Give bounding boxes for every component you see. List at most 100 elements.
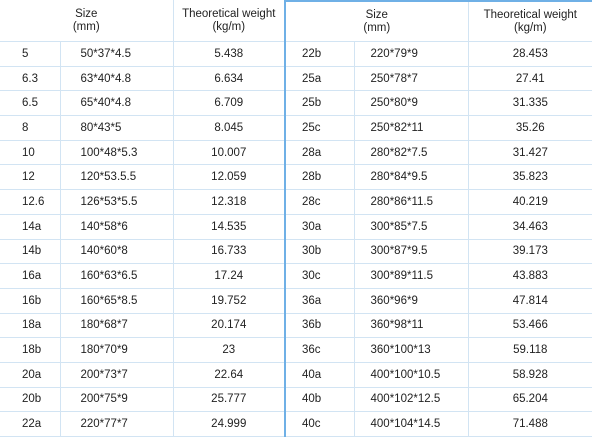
size-cell: 160*65*8.5 [60,288,174,314]
model-cell: 18b [0,337,61,363]
table-row: 18b 180*70*9 23 [0,337,286,363]
weight-cell: 25.777 [173,387,286,413]
size-cell: 126*53*5.5 [60,189,174,215]
size-cell: 300*85*7.5 [354,214,469,240]
size-cell: 250*80*9 [354,90,469,117]
size-cell: 220*79*9 [354,41,469,67]
weight-unit: (kg/m) [212,20,246,33]
table-row: 14b 140*60*8 16.733 [0,239,286,265]
model-cell: 6.3 [0,66,61,92]
table-row: 22b 220*79*9 28.453 [286,41,593,67]
table-row: 20a 200*73*7 22.64 [0,362,286,388]
size-cell: 400*104*14.5 [354,411,469,437]
size-cell: 280*82*7.5 [354,140,469,166]
size-header: Size (mm) [286,1,469,42]
model-cell: 30a [286,214,355,240]
table-row: 30a 300*85*7.5 34.463 [286,214,593,240]
model-cell: 20b [0,387,61,413]
model-cell: 14a [0,214,61,240]
weight-cell: 5.438 [173,41,286,67]
size-cell: 50*37*4.5 [60,41,174,67]
model-cell: 25c [286,115,355,141]
table-row: 36c 360*100*13 59.118 [286,337,593,363]
model-cell: 28c [286,189,355,215]
weight-cell: 59.118 [468,337,593,363]
size-cell: 200*75*9 [60,387,174,413]
weight-cell: 20.174 [173,313,286,339]
table-row: 25b 250*80*9 31.335 [286,90,593,117]
weight-cell: 17.24 [173,263,286,289]
left-table: Size (mm) Theoretical weight (kg/m) 5 50*37… [0,0,287,437]
model-cell: 18a [0,313,61,339]
size-cell: 300*89*11.5 [354,263,469,289]
table-row: 30b 300*87*9.5 39.173 [286,239,593,265]
table-row: 20b 200*75*9 25.777 [0,387,286,413]
size-cell: 250*78*7 [354,66,469,92]
size-cell: 280*84*9.5 [354,164,469,191]
weight-label: Theoretical weight [483,8,577,21]
model-cell: 20a [0,362,61,388]
weight-cell: 6.709 [173,90,286,117]
model-cell: 36b [286,313,355,339]
size-cell: 300*87*9.5 [354,239,469,265]
size-cell: 140*58*6 [60,214,174,240]
model-cell: 22b [286,41,355,67]
weight-cell: 35.26 [468,115,593,141]
weight-cell: 39.173 [468,239,593,265]
weight-cell: 31.335 [468,90,593,117]
model-cell: 36a [286,288,355,314]
table-row: 6.3 63*40*4.8 6.634 [0,66,286,92]
table-row: 28b 280*84*9.5 35.823 [286,164,593,191]
weight-cell: 12.059 [173,164,286,191]
model-cell: 36c [286,337,355,363]
weight-unit: (kg/m) [513,21,547,34]
table-row: 12.6 126*53*5.5 12.318 [0,189,286,215]
weight-cell: 10.007 [173,140,286,166]
table-row: 40a 400*100*10.5 58.928 [286,362,593,388]
weight-cell: 34.463 [468,214,593,240]
size-cell: 360*100*13 [354,337,469,363]
weight-cell: 8.045 [173,115,286,141]
size-cell: 200*73*7 [60,362,174,388]
weight-header: Theoretical weight (kg/m) [468,1,593,42]
weight-cell: 16.733 [173,239,286,265]
size-unit: (mm) [72,20,100,33]
model-cell: 8 [0,115,61,141]
size-cell: 160*63*6.5 [60,263,174,289]
right-table: Size (mm) Theoretical weight (kg/m) 22b 220… [286,0,593,437]
weight-cell: 23 [173,337,286,363]
table-row: 36b 360*98*11 53.466 [286,313,593,339]
size-cell: 360*96*9 [354,288,469,314]
weight-cell: 14.535 [173,214,286,240]
weight-cell: 43.883 [468,263,593,289]
size-cell: 180*70*9 [60,337,174,363]
size-cell: 140*60*8 [60,239,174,265]
size-label: Size [365,8,388,21]
table-row: 40b 400*102*12.5 65.204 [286,387,593,413]
size-cell: 250*82*11 [354,115,469,141]
weight-cell: 47.814 [468,288,593,314]
weight-cell: 40.219 [468,189,593,215]
weight-cell: 27.41 [468,66,593,92]
model-cell: 40c [286,411,355,437]
table-row: 18a 180*68*7 20.174 [0,313,286,339]
weight-cell: 58.928 [468,362,593,388]
model-cell: 6.5 [0,90,61,117]
weight-cell: 24.999 [173,411,286,437]
table-row: 5 50*37*4.5 5.438 [0,41,286,67]
model-cell: 16b [0,288,61,314]
weight-cell: 35.823 [468,164,593,191]
weight-cell: 28.453 [468,41,593,67]
weight-label: Theoretical weight [182,7,276,20]
weight-cell: 53.466 [468,313,593,339]
model-cell: 30b [286,239,355,265]
model-cell: 10 [0,140,61,166]
model-cell: 16a [0,263,61,289]
model-cell: 5 [0,41,61,67]
table-row: 40c 400*104*14.5 71.488 [286,411,593,437]
weight-cell: 12.318 [173,189,286,215]
table-row: 30c 300*89*11.5 43.883 [286,263,593,289]
table-row: 16a 160*63*6.5 17.24 [0,263,286,289]
weight-header: Theoretical weight (kg/m) [173,0,286,42]
